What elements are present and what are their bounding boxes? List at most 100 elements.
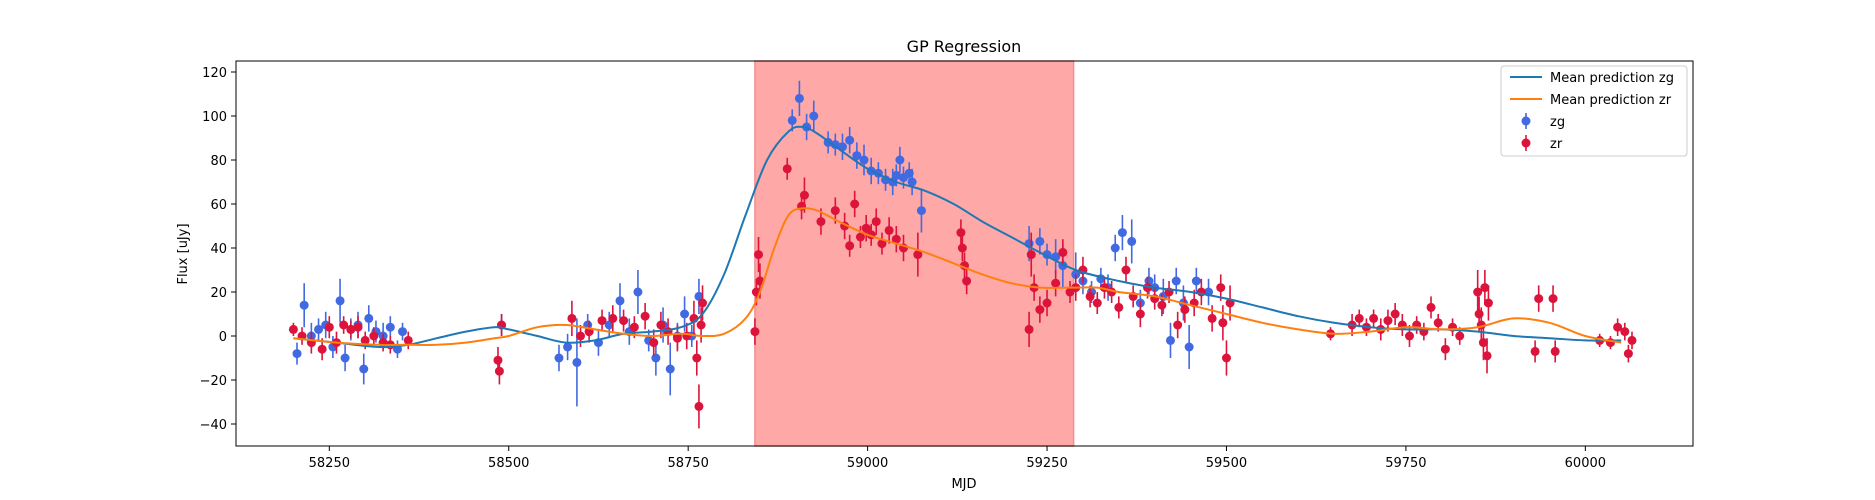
- data-point-zr: [649, 329, 659, 356]
- data-point-zg: [895, 146, 905, 174]
- data-point-zr: [346, 320, 356, 339]
- x-tick-label: 59500: [1206, 456, 1247, 471]
- data-point-zr: [1180, 296, 1190, 323]
- data-point-zr: [1369, 309, 1379, 328]
- data-point-zr: [1548, 285, 1558, 312]
- data-point-zg: [292, 342, 302, 365]
- data-points-layer: [288, 80, 1637, 429]
- data-point-zr: [597, 309, 607, 332]
- data-point-zg: [852, 142, 862, 169]
- data-point-zr: [1173, 311, 1183, 339]
- legend-swatch-zr-points: [1521, 135, 1531, 151]
- data-point-zr: [1051, 270, 1061, 297]
- data-point-zg: [1184, 325, 1194, 369]
- legend-label-zg-line: Mean prediction zg: [1550, 71, 1674, 86]
- data-point-zg: [1127, 219, 1137, 264]
- data-point-zr: [692, 340, 702, 376]
- data-point-zr: [1221, 340, 1231, 376]
- data-point-zr: [339, 316, 349, 334]
- data-point-zr: [871, 208, 881, 235]
- data-point-zr: [1483, 285, 1493, 321]
- data-point-zr: [891, 226, 901, 253]
- data-point-zr: [1473, 270, 1483, 314]
- legend-swatch-zg-points: [1521, 113, 1531, 129]
- data-point-zr: [1534, 285, 1544, 312]
- data-point-zg: [1191, 267, 1201, 295]
- data-point-zr: [1218, 305, 1228, 341]
- data-point-zg: [694, 278, 704, 314]
- data-point-zr: [694, 384, 704, 429]
- data-point-zr: [1042, 289, 1052, 317]
- y-tick-label: −40: [200, 418, 227, 433]
- data-point-zr: [855, 226, 865, 248]
- x-tick-label: 58500: [488, 456, 529, 471]
- data-point-zg: [359, 353, 369, 385]
- mean-prediction-line: [293, 207, 1622, 346]
- data-point-zr: [494, 358, 504, 385]
- data-point-zr: [799, 177, 809, 213]
- data-point-zr: [884, 217, 894, 244]
- data-point-zr: [877, 232, 887, 255]
- data-point-zr: [672, 325, 682, 352]
- data-point-zr: [1480, 270, 1490, 306]
- data-point-zr: [403, 331, 413, 350]
- data-point-zg: [809, 100, 819, 132]
- chart-title: GP Regression: [907, 37, 1022, 56]
- data-point-zr: [1390, 303, 1400, 325]
- data-point-zr: [1623, 344, 1633, 363]
- data-point-zg: [615, 283, 625, 319]
- data-point-zr: [567, 300, 577, 336]
- data-point-zr: [850, 190, 860, 218]
- data-point-zr: [1550, 340, 1560, 363]
- data-point-zr: [324, 316, 334, 339]
- y-tick-label: 20: [210, 286, 227, 301]
- y-tick-label: 100: [202, 110, 227, 125]
- data-point-zr: [1627, 331, 1637, 350]
- data-point-zg: [385, 316, 395, 339]
- data-point-zr: [1026, 232, 1036, 277]
- data-point-zr: [576, 325, 586, 347]
- data-point-zr: [1620, 322, 1630, 341]
- data-point-zg: [364, 305, 374, 332]
- data-point-zr: [1035, 296, 1045, 323]
- data-point-zg: [1035, 228, 1045, 255]
- data-point-zg: [633, 270, 643, 314]
- data-point-zg: [299, 283, 309, 328]
- data-point-zr: [1085, 285, 1095, 308]
- data-point-zr: [1135, 300, 1145, 328]
- data-point-zr: [957, 234, 967, 262]
- x-axis-label: MJD: [951, 477, 976, 492]
- data-point-zr: [1482, 338, 1492, 374]
- y-tick-label: 40: [210, 242, 227, 257]
- data-point-zg: [907, 168, 917, 196]
- data-point-zr: [1613, 318, 1623, 336]
- data-point-zr: [1354, 309, 1364, 328]
- y-tick-label: −20: [200, 374, 227, 389]
- data-point-zg: [859, 144, 869, 176]
- plot-frame: [235, 60, 1694, 447]
- legend-box: [1500, 65, 1688, 157]
- data-point-zr: [1426, 296, 1436, 319]
- data-point-zr: [1114, 296, 1124, 319]
- data-point-zg: [572, 318, 582, 407]
- y-tick-label: 80: [210, 154, 227, 169]
- mean-prediction-line: [293, 125, 1622, 349]
- data-point-zr: [619, 309, 629, 332]
- data-point-zr: [1092, 292, 1102, 314]
- data-point-zg: [1110, 234, 1120, 262]
- data-point-zg: [916, 188, 926, 233]
- legend-label-zg-points: zg: [1550, 115, 1565, 130]
- x-axis: 58250 58500 58750 59000 59250 59500 59750 60000: [309, 446, 1606, 471]
- series-zg: [292, 80, 1214, 407]
- data-point-zr: [656, 311, 666, 339]
- legend-label-zr-line: Mean prediction zr: [1550, 93, 1672, 108]
- data-point-zr: [962, 267, 972, 295]
- data-point-zr: [288, 322, 298, 336]
- x-tick-label: 60000: [1565, 456, 1606, 471]
- data-point-zr: [754, 237, 764, 273]
- data-point-zr: [369, 327, 379, 345]
- data-point-zr: [608, 305, 618, 332]
- data-point-zg: [563, 333, 573, 361]
- data-point-zg: [1165, 322, 1175, 358]
